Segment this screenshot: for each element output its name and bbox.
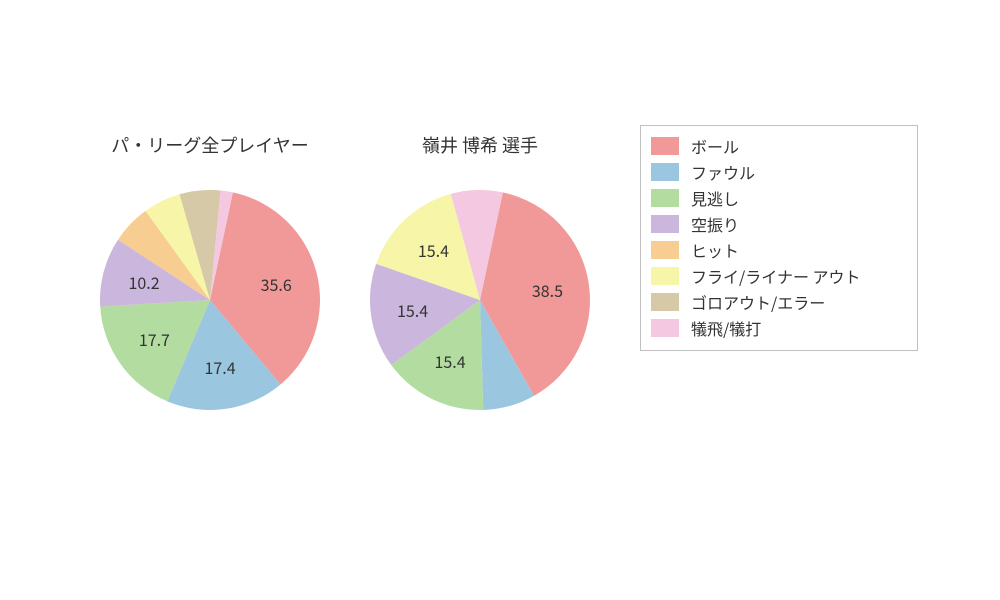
- legend-swatch-foul: [651, 163, 679, 181]
- chart-stage: パ・リーグ全プレイヤー 35.6 17.4 17.7 10.2 嶺井 博希 選手 38.5 1…: [0, 0, 1000, 600]
- legend-swatch-karaburi: [651, 215, 679, 233]
- legend-item-sac: 犠飛/犠打: [651, 316, 907, 340]
- pie-league-title: パ・リーグ全プレイヤー: [80, 132, 340, 158]
- legend-label-ball: ボール: [691, 134, 739, 158]
- legend-item-foul: ファウル: [651, 160, 907, 184]
- pie-player-label-minogashi: 15.4: [435, 349, 466, 373]
- legend-item-hit: ヒット: [651, 238, 907, 262]
- legend-swatch-fly: [651, 267, 679, 285]
- legend-swatch-hit: [651, 241, 679, 259]
- pie-league-label-karaburi: 10.2: [129, 270, 160, 294]
- legend-label-ground: ゴロアウト/エラー: [691, 290, 825, 314]
- legend-item-karaburi: 空振り: [651, 212, 907, 236]
- pie-league-label-ball: 35.6: [261, 272, 292, 296]
- legend-item-minogashi: 見逃し: [651, 186, 907, 210]
- legend-item-fly: フライ/ライナー アウト: [651, 264, 907, 288]
- legend: ボールファウル見逃し空振りヒットフライ/ライナー アウトゴロアウト/エラー犠飛/…: [640, 125, 918, 351]
- legend-swatch-ground: [651, 293, 679, 311]
- pie-player: 嶺井 博希 選手38.515.415.415.4: [370, 190, 590, 410]
- pie-league: パ・リーグ全プレイヤー35.617.417.710.2: [100, 190, 320, 410]
- pie-player-label-ball: 38.5: [532, 278, 563, 302]
- pie-player-label-karaburi: 15.4: [397, 298, 428, 322]
- legend-label-hit: ヒット: [691, 238, 739, 262]
- pie-league-label-foul: 17.4: [205, 355, 236, 379]
- pie-league-label-minogashi: 17.7: [139, 327, 170, 351]
- legend-label-minogashi: 見逃し: [691, 186, 739, 210]
- legend-swatch-sac: [651, 319, 679, 337]
- pie-player-label-fly: 15.4: [418, 238, 449, 262]
- legend-label-fly: フライ/ライナー アウト: [691, 264, 861, 288]
- legend-item-ground: ゴロアウト/エラー: [651, 290, 907, 314]
- legend-label-karaburi: 空振り: [691, 212, 739, 236]
- legend-label-foul: ファウル: [691, 160, 755, 184]
- pie-player-title: 嶺井 博希 選手: [350, 132, 610, 158]
- legend-item-ball: ボール: [651, 134, 907, 158]
- legend-swatch-ball: [651, 137, 679, 155]
- legend-label-sac: 犠飛/犠打: [691, 316, 761, 340]
- legend-swatch-minogashi: [651, 189, 679, 207]
